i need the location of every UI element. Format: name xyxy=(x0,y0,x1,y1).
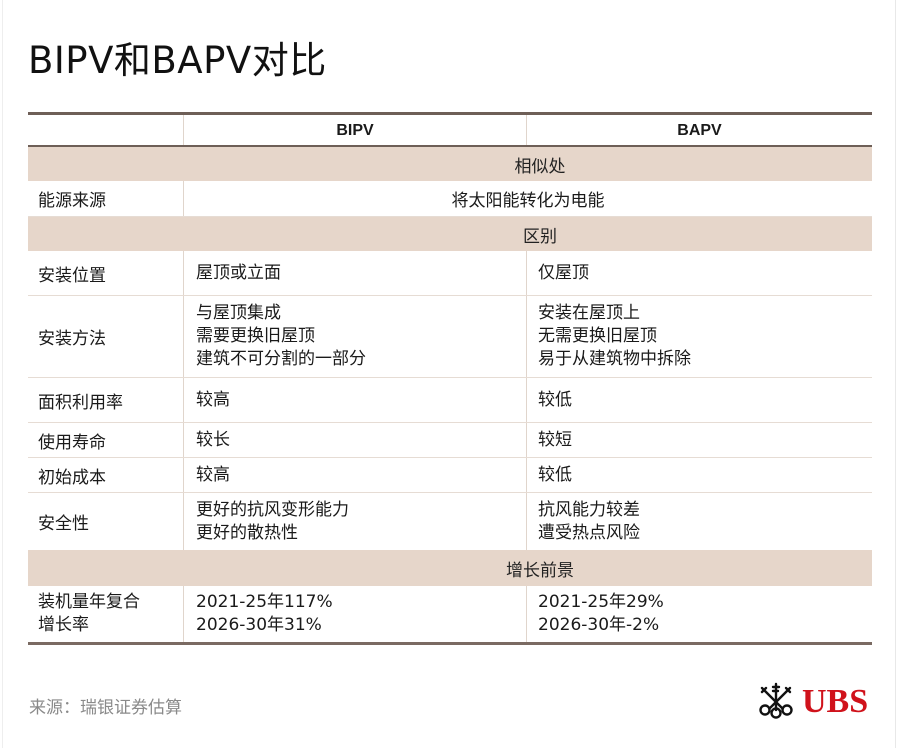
section-band-label: 相似处 xyxy=(514,156,566,177)
bipv-cell: 较长 xyxy=(184,423,527,457)
cell-line: 较低 xyxy=(538,464,572,485)
section-band-growth-outlook: 增长前景 xyxy=(28,550,872,586)
bapv-cell: 仅屋顶 xyxy=(527,251,872,295)
cell-line: 较短 xyxy=(538,429,572,450)
cell-line: 需要更换旧屋顶 xyxy=(196,326,315,346)
row-label: 初始成本 xyxy=(28,458,184,492)
cell-line: 无需更换旧屋顶 xyxy=(538,326,657,346)
bipv-cell: 屋顶或立面 xyxy=(184,251,527,295)
row-label: 装机量年复合 增长率 xyxy=(28,586,184,642)
cell-line: 更好的散热性 xyxy=(196,522,298,543)
row-label-line: 装机量年复合 xyxy=(38,592,140,612)
page-title: BIPV和BAPV对比 xyxy=(28,39,327,82)
cell-line: 较长 xyxy=(196,429,230,450)
cell-line: 屋顶或立面 xyxy=(196,262,281,283)
row-label: 能源来源 xyxy=(28,181,184,216)
three-keys-icon xyxy=(756,680,796,724)
cell-line: 易于从建筑物中拆除 xyxy=(538,349,691,369)
header-empty-cell xyxy=(28,115,184,145)
table-row: 安全性 更好的抗风变形能力 更好的散热性 抗风能力较差 遭受热点风险 xyxy=(28,493,872,550)
table-row: 装机量年复合 增长率 2021-25年117% 2026-30年31% 2021… xyxy=(28,586,872,645)
cell-line: 2021-25年117% xyxy=(196,592,333,612)
table-row: 面积利用率 较高 较低 xyxy=(28,378,872,423)
header-bapv: BAPV xyxy=(527,115,872,145)
bapv-cell: 抗风能力较差 遭受热点风险 xyxy=(527,493,872,550)
row-label: 安装方法 xyxy=(28,296,184,377)
section-band-label: 增长前景 xyxy=(506,560,574,581)
header-bapv-label: BAPV xyxy=(677,121,722,139)
cell-line: 较高 xyxy=(196,464,230,485)
ubs-logo-text: UBS xyxy=(802,683,869,720)
section-band-label: 区别 xyxy=(523,226,557,247)
cell-line: 与屋顶集成 xyxy=(196,303,281,323)
cell-line: 较低 xyxy=(538,389,572,410)
bapv-cell: 安装在屋顶上 无需更换旧屋顶 易于从建筑物中拆除 xyxy=(527,296,872,377)
cell-line: 2021-25年29% xyxy=(538,592,664,612)
cell-line: 遭受热点风险 xyxy=(538,522,640,543)
bapv-cell: 2021-25年29% 2026-30年-2% xyxy=(527,586,872,642)
bapv-cell: 较低 xyxy=(527,458,872,492)
row-label-line: 增长率 xyxy=(38,615,89,635)
cell-line: 2026-30年31% xyxy=(196,615,322,635)
cell-line: 抗风能力较差 xyxy=(538,499,640,520)
frame-edge-left xyxy=(2,0,3,748)
bipv-cell: 与屋顶集成 需要更换旧屋顶 建筑不可分割的一部分 xyxy=(184,296,527,377)
comparison-table: BIPV BAPV 相似处 能源来源 将太阳能转化为电能 区别 安装位置 屋顶或… xyxy=(28,112,872,645)
section-band-similarities: 相似处 xyxy=(28,147,872,181)
cell-line: 更好的抗风变形能力 xyxy=(196,499,349,520)
table-row: 能源来源 将太阳能转化为电能 xyxy=(28,181,872,217)
table-header-row: BIPV BAPV xyxy=(28,112,872,148)
bipv-cell: 更好的抗风变形能力 更好的散热性 xyxy=(184,493,527,550)
header-bipv-label: BIPV xyxy=(336,121,374,139)
header-bipv: BIPV xyxy=(184,115,527,145)
row-label: 安全性 xyxy=(28,493,184,550)
bipv-cell: 较高 xyxy=(184,458,527,492)
bapv-cell: 较低 xyxy=(527,378,872,422)
bipv-cell: 较高 xyxy=(184,378,527,422)
frame-edge-right xyxy=(895,0,896,748)
row-label: 使用寿命 xyxy=(28,423,184,457)
source-note: 来源：瑞银证券估算 xyxy=(29,698,182,718)
table-row: 使用寿命 较长 较短 xyxy=(28,423,872,458)
row-label: 面积利用率 xyxy=(28,378,184,422)
merged-cell: 将太阳能转化为电能 xyxy=(184,181,872,216)
bipv-cell: 2021-25年117% 2026-30年31% xyxy=(184,586,527,642)
ubs-logo: UBS xyxy=(756,680,868,724)
cell-line: 较高 xyxy=(196,389,230,410)
cell-line: 2026-30年-2% xyxy=(538,615,660,635)
cell-line: 安装在屋顶上 xyxy=(538,303,640,323)
merged-cell-text: 将太阳能转化为电能 xyxy=(451,191,605,211)
cell-line: 仅屋顶 xyxy=(538,262,589,283)
section-band-differences: 区别 xyxy=(28,217,872,251)
table-row: 安装位置 屋顶或立面 仅屋顶 xyxy=(28,251,872,296)
row-label: 安装位置 xyxy=(28,251,184,295)
bapv-cell: 较短 xyxy=(527,423,872,457)
cell-line: 建筑不可分割的一部分 xyxy=(196,349,366,369)
table-row: 安装方法 与屋顶集成 需要更换旧屋顶 建筑不可分割的一部分 安装在屋顶上 无需更… xyxy=(28,296,872,378)
table-row: 初始成本 较高 较低 xyxy=(28,458,872,493)
